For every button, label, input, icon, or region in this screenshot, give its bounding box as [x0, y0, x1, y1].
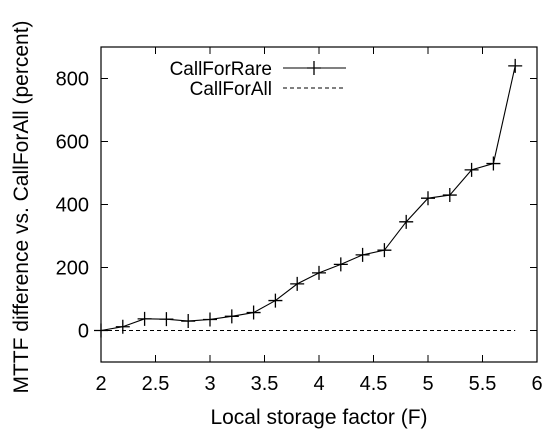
- point-CallForRare: [508, 58, 523, 73]
- point-CallForRare: [333, 257, 348, 272]
- y-tick-label: 400: [56, 195, 89, 217]
- markers: [94, 58, 523, 338]
- ticks: 2 2.5 3 3.5 4 4.5 5 5.5 6 0 200 400 600 800: [56, 47, 543, 395]
- point-CallForRare: [181, 314, 196, 329]
- y-tick-label: 0: [78, 321, 89, 343]
- point-CallForRare: [115, 319, 130, 334]
- legend-marker-CallForRare: [307, 61, 321, 75]
- point-CallForRare: [203, 312, 217, 327]
- x-tick-label: 4: [313, 373, 324, 395]
- x-tick-label: 2.5: [142, 373, 170, 395]
- point-CallForRare: [94, 323, 108, 338]
- point-CallForRare: [355, 247, 370, 262]
- x-tick-label: 2: [95, 373, 106, 395]
- point-CallForRare: [268, 293, 283, 308]
- point-CallForRare: [290, 276, 305, 291]
- x-axis-label: Local storage factor (F): [210, 406, 427, 429]
- x-tick-label: 6: [531, 373, 542, 395]
- series-line-CallForRare: [100, 65, 516, 332]
- x-tick-label: 4.5: [360, 373, 388, 395]
- point-CallForRare: [464, 162, 479, 177]
- x-tick-label: 5: [422, 373, 433, 395]
- y-axis-label: MTTF difference vs. CallForAll (percent): [10, 20, 33, 393]
- x-tick-label: 5.5: [469, 373, 497, 395]
- x-tick-label: 3.5: [251, 373, 279, 395]
- y-tick-label: 800: [56, 69, 89, 91]
- y-tick-label: 200: [56, 258, 89, 280]
- point-CallForRare: [486, 156, 501, 171]
- x-tick-label: 3: [204, 373, 215, 395]
- point-CallForRare: [246, 305, 261, 320]
- point-CallForRare: [377, 243, 392, 258]
- point-CallForRare: [399, 214, 414, 229]
- point-CallForRare: [421, 191, 435, 206]
- point-CallForRare: [137, 311, 152, 326]
- legend-label-CallForRare: CallForRare: [170, 59, 272, 80]
- point-CallForRare: [442, 188, 457, 203]
- series-lines: [100, 65, 516, 332]
- y-tick-label: 600: [56, 132, 89, 154]
- point-CallForRare: [312, 265, 326, 280]
- legend-label-CallForAll: CallForAll: [190, 79, 272, 100]
- point-CallForRare: [159, 312, 174, 327]
- point-CallForRare: [224, 309, 239, 324]
